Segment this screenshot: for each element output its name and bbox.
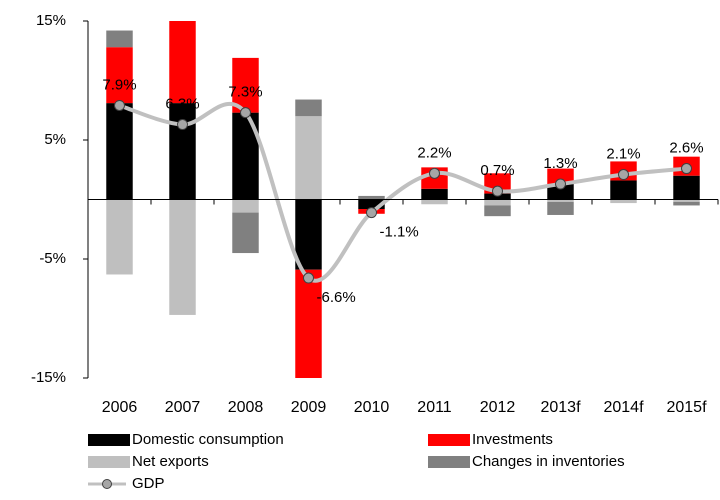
x-tick-label: 2015f	[666, 399, 707, 416]
x-tick-label: 2010	[354, 399, 390, 416]
bar-segment	[106, 30, 133, 48]
data-label: 2.1%	[606, 145, 640, 162]
legend-label: Investments	[472, 431, 553, 448]
bar-segment	[673, 199, 700, 202]
data-label: 7.3%	[228, 84, 262, 101]
legend-swatch	[428, 434, 470, 446]
x-tick-label: 2006	[102, 399, 138, 416]
bar-segment	[295, 99, 322, 117]
bar-segment	[421, 188, 448, 200]
data-label: 6.3%	[165, 95, 199, 112]
bar-segment	[547, 201, 574, 215]
marker	[177, 119, 188, 131]
marker	[681, 163, 692, 175]
y-tick-label: -15%	[31, 369, 66, 386]
marker	[114, 99, 125, 111]
legend-label: Net exports	[132, 453, 209, 470]
bar-segment	[232, 199, 259, 213]
legend-label: Changes in inventories	[472, 453, 625, 470]
legend-label: GDP	[132, 475, 165, 492]
line	[118, 102, 687, 283]
bar-segment	[295, 116, 322, 200]
bar-segment	[169, 103, 196, 200]
bar-segment	[547, 199, 574, 202]
legend-marker	[102, 479, 112, 489]
legend-swatch	[428, 456, 470, 468]
x-tick-label: 2014f	[603, 399, 644, 416]
marker	[618, 169, 629, 181]
x-tick-label: 2008	[228, 399, 264, 416]
marker	[366, 207, 377, 219]
bar-segment	[484, 199, 511, 206]
data-label: 2.2%	[417, 144, 451, 161]
data-label: -6.6%	[317, 289, 356, 306]
y-tick-label: 15%	[36, 12, 66, 29]
bar-segment	[610, 180, 637, 200]
data-label: 2.6%	[669, 140, 703, 157]
bar-segment	[169, 199, 196, 315]
bar-segment	[169, 21, 196, 104]
legend-swatch	[88, 434, 130, 446]
x-tick-label: 2011	[417, 399, 452, 416]
marker	[240, 107, 251, 119]
bars	[106, 21, 700, 378]
bar-segment	[106, 199, 133, 275]
x-tick-label: 2013f	[540, 399, 581, 416]
x-tick-label: 2009	[291, 399, 327, 416]
marker	[429, 167, 440, 179]
marker	[555, 178, 566, 190]
data-label: -1.1%	[380, 224, 419, 241]
legend-swatch	[88, 456, 130, 468]
data-label: 0.7%	[480, 162, 514, 179]
bar-segment	[610, 199, 637, 204]
bar-segment	[106, 103, 133, 200]
data-label: 7.9%	[102, 76, 136, 93]
bar-segment	[421, 199, 448, 205]
bar-segment	[295, 269, 322, 378]
legend-label: Domestic consumption	[132, 431, 284, 448]
y-tick-label: -5%	[39, 250, 66, 267]
marker	[492, 185, 503, 197]
bar-segment	[484, 205, 511, 217]
bar-segment	[295, 199, 322, 270]
x-tick-label: 2012	[480, 399, 516, 416]
bar-segment	[358, 199, 385, 210]
bar-segment	[232, 212, 259, 254]
data-label: 1.3%	[543, 155, 577, 172]
bar-segment	[673, 175, 700, 200]
y-tick-label: 5%	[44, 131, 66, 148]
bar-segment	[547, 168, 574, 185]
bar-segment	[106, 47, 133, 104]
x-tick-label: 2007	[165, 399, 201, 416]
bar-segment	[673, 201, 700, 206]
bar-segment	[547, 184, 574, 200]
marker	[303, 272, 314, 284]
bar-segment	[358, 195, 385, 200]
